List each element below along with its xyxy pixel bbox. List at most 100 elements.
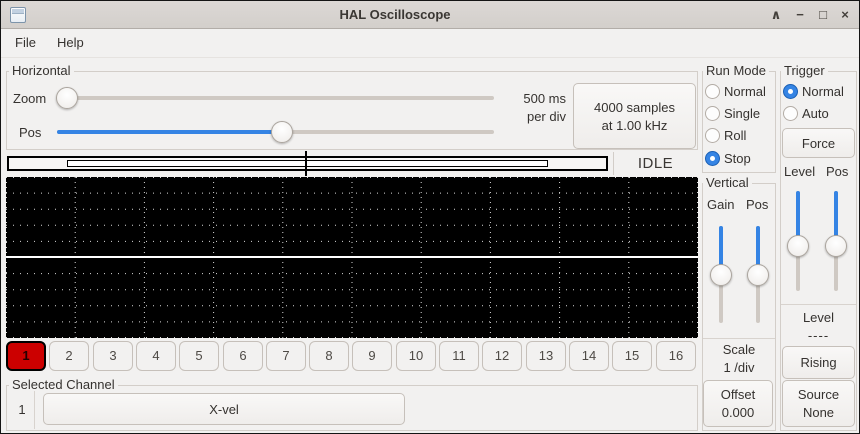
run-mode-normal-label[interactable]: Normal	[724, 83, 766, 99]
horizontal-group-label: Horizontal	[9, 64, 74, 78]
channel-button-9[interactable]: 9	[352, 341, 392, 371]
status-separator	[613, 152, 614, 175]
zoom-slider-label: Zoom	[13, 91, 47, 106]
zoom-slider-track[interactable]	[57, 96, 494, 100]
selected-channel-divider	[34, 391, 35, 429]
trigger-pos-slider[interactable]	[825, 191, 847, 291]
channel-button-12[interactable]: 12	[482, 341, 522, 371]
selected-channel-group-label: Selected Channel	[9, 378, 118, 392]
horizontal-pos-slider-fill	[57, 130, 282, 134]
run-mode-group-label: Run Mode	[703, 64, 769, 78]
selected-channel-number: 1	[18, 402, 26, 417]
vertical-group-label: Vertical	[703, 176, 752, 190]
channel-source-button[interactable]: X-vel	[43, 393, 405, 425]
window-title: HAL Oscilloscope	[339, 7, 451, 22]
samples-button[interactable]: 4000 samples at 1.00 kHz	[573, 83, 696, 149]
capture-status: IDLE	[637, 155, 674, 172]
vertical-pos-slider-label: Pos	[746, 197, 769, 212]
trigger-level-caption: Level	[802, 310, 835, 325]
horizontal-group	[6, 71, 698, 150]
channel-button-13[interactable]: 13	[526, 341, 566, 371]
vertical-pos-slider-thumb[interactable]	[747, 264, 769, 286]
offset-button-value: 0.000	[721, 405, 755, 420]
record-progress-bar	[7, 156, 608, 171]
samples-button-line1: 4000 samples	[594, 99, 675, 115]
trigger-normal-radio[interactable]	[783, 83, 798, 99]
pos-slider-label: Pos	[19, 125, 42, 140]
channel-button-2[interactable]: 2	[49, 341, 89, 371]
trigger-level-value: ----	[807, 328, 830, 343]
run-mode-stop-radio[interactable]	[705, 150, 720, 166]
force-button-label: Force	[801, 135, 836, 151]
scale-value: 1 /div	[723, 360, 755, 375]
timebase-unit: per div	[526, 109, 566, 124]
zoom-slider-thumb[interactable]	[56, 87, 78, 109]
trigger-source-value: None	[802, 405, 835, 420]
menu-file[interactable]: File	[15, 35, 36, 50]
gain-slider-thumb[interactable]	[710, 264, 732, 286]
channel-button-16[interactable]: 16	[656, 341, 696, 371]
run-mode-normal-radio[interactable]	[705, 83, 720, 99]
gain-slider-label: Gain	[707, 197, 735, 212]
trigger-edge-button[interactable]: Rising	[782, 346, 855, 379]
run-mode-single-label[interactable]: Single	[724, 105, 761, 121]
trigger-source-button[interactable]: Source None	[782, 380, 855, 427]
titlebar: HAL Oscilloscope ∧ − □ ×	[1, 1, 859, 29]
run-mode-roll-radio[interactable]	[705, 127, 720, 143]
trigger-auto-label[interactable]: Auto	[802, 105, 829, 121]
menubar: File Help	[1, 29, 859, 58]
selected-channel-group	[6, 385, 698, 431]
run-mode-roll-label[interactable]: Roll	[724, 127, 747, 143]
channel-button-1[interactable]: 1	[6, 341, 46, 371]
channel-button-11[interactable]: 11	[439, 341, 479, 371]
timebase-value: 500 ms	[523, 91, 566, 106]
channel-button-7[interactable]: 7	[266, 341, 306, 371]
trigger-auto-radio[interactable]	[783, 105, 798, 121]
trigger-pos-slider-thumb[interactable]	[825, 235, 847, 257]
record-window-indicator	[67, 160, 548, 167]
channel-button-5[interactable]: 5	[179, 341, 219, 371]
samples-button-line2: at 1.00 kHz	[601, 117, 668, 133]
trigger-source-caption: Source	[797, 387, 840, 402]
trigger-group-label: Trigger	[781, 64, 828, 78]
scale-caption: Scale	[722, 342, 756, 357]
channel-button-6[interactable]: 6	[223, 341, 263, 371]
channel-button-14[interactable]: 14	[569, 341, 609, 371]
channel-button-15[interactable]: 15	[612, 341, 652, 371]
run-mode-single-radio[interactable]	[705, 105, 720, 121]
trigger-normal-label[interactable]: Normal	[802, 83, 844, 99]
close-icon[interactable]: ×	[841, 7, 849, 22]
vertical-pos-slider-fill	[756, 226, 760, 275]
gain-slider[interactable]	[710, 226, 732, 323]
trigger-level-slider-fill	[796, 191, 800, 246]
vertical-group-divider	[703, 338, 775, 339]
zoom-slider[interactable]	[56, 87, 494, 109]
force-button[interactable]: Force	[782, 128, 855, 158]
minimize-icon[interactable]: −	[796, 7, 804, 22]
offset-button[interactable]: Offset 0.000	[703, 380, 773, 427]
trigger-level-slider-thumb[interactable]	[787, 235, 809, 257]
maximize-icon[interactable]: □	[819, 7, 827, 22]
menu-help[interactable]: Help	[57, 35, 84, 50]
trigger-pos-slider-label: Pos	[826, 164, 849, 179]
app-window-icon	[10, 7, 26, 23]
run-mode-stop-label[interactable]: Stop	[724, 150, 751, 166]
trigger-group-divider	[781, 304, 856, 305]
trigger-level-slider[interactable]	[787, 191, 809, 291]
channel-button-8[interactable]: 8	[309, 341, 349, 371]
channel-button-4[interactable]: 4	[136, 341, 176, 371]
channel-button-3[interactable]: 3	[93, 341, 133, 371]
gain-slider-fill	[719, 226, 723, 275]
trigger-edge-label: Rising	[800, 355, 837, 370]
horizontal-pos-slider[interactable]	[57, 121, 494, 143]
trigger-level-slider-label: Level	[784, 164, 816, 179]
trigger-pos-slider-fill	[834, 191, 838, 246]
horizontal-pos-slider-thumb[interactable]	[271, 121, 293, 143]
shade-icon[interactable]: ∧	[770, 7, 782, 22]
channel-button-10[interactable]: 10	[396, 341, 436, 371]
record-cursor	[305, 151, 307, 176]
vertical-pos-slider[interactable]	[747, 226, 769, 323]
offset-button-caption: Offset	[720, 387, 756, 402]
scope-display	[6, 177, 698, 338]
